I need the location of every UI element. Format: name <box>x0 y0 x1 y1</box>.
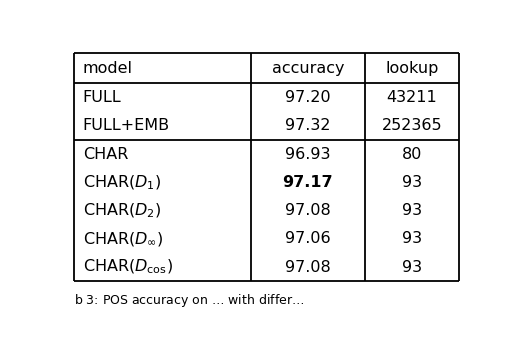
Text: 97.06: 97.06 <box>285 232 331 246</box>
Text: CHAR$(D_2)$: CHAR$(D_2)$ <box>83 202 161 220</box>
Text: 97.17: 97.17 <box>282 175 333 190</box>
Text: 97.32: 97.32 <box>285 118 331 133</box>
Text: accuracy: accuracy <box>271 61 344 75</box>
Text: CHAR$(D_\infty)$: CHAR$(D_\infty)$ <box>83 230 163 248</box>
Text: 93: 93 <box>402 260 422 275</box>
Text: 97.08: 97.08 <box>285 203 331 218</box>
Text: CHAR: CHAR <box>83 147 128 162</box>
Text: lookup: lookup <box>385 61 439 75</box>
Text: 96.93: 96.93 <box>285 147 331 162</box>
Text: FULL: FULL <box>83 90 121 105</box>
Text: model: model <box>83 61 133 75</box>
Text: 93: 93 <box>402 232 422 246</box>
Text: 43211: 43211 <box>386 90 437 105</box>
Text: b 3: POS accuracy on $\ldots$ with differ$\ldots$: b 3: POS accuracy on $\ldots$ with diffe… <box>74 292 304 309</box>
Text: 252365: 252365 <box>382 118 442 133</box>
Text: 97.08: 97.08 <box>285 260 331 275</box>
Text: 93: 93 <box>402 175 422 190</box>
Text: 97.20: 97.20 <box>285 90 331 105</box>
Text: CHAR$(D_{\rm cos})$: CHAR$(D_{\rm cos})$ <box>83 258 173 276</box>
Text: FULL+EMB: FULL+EMB <box>83 118 170 133</box>
Text: 93: 93 <box>402 203 422 218</box>
Text: 80: 80 <box>402 147 422 162</box>
Text: CHAR$(D_1)$: CHAR$(D_1)$ <box>83 173 161 192</box>
